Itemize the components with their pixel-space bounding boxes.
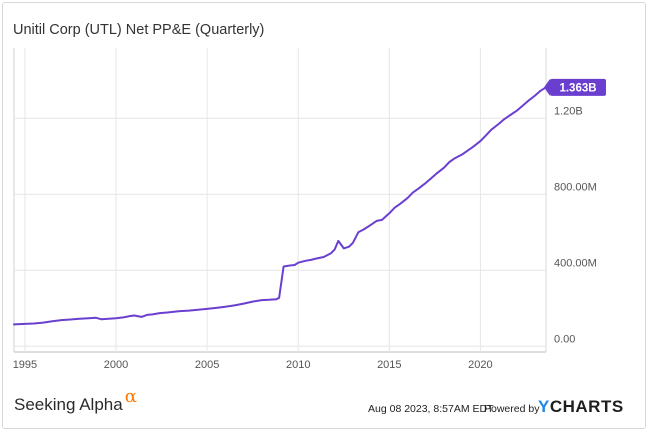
y-tick-label: 0.00 [554,333,575,345]
x-tick-label: 1995 [13,359,37,371]
timestamp: Aug 08 2023, 8:57AM EDT. [368,403,496,415]
y-tick-label: 400.00M [554,257,597,269]
x-tick-label: 2000 [104,359,128,371]
series-line-net-ppe [13,86,547,326]
seeking-alpha-logo: Seeking Alpha α [14,386,137,415]
marker-value: 1.363B [559,82,596,94]
chart-frame [2,2,646,429]
y-tick-label: 800.00M [554,181,597,193]
x-tick-label: 2015 [377,359,401,371]
ycharts-text: CHARTS [549,397,624,416]
seeking-alpha-text: Seeking Alpha [14,395,123,414]
y-axis: 0.00 400.00M 800.00M 1.20B [554,105,597,345]
last-value-marker: 1.363B [544,78,606,96]
marker-box [550,78,606,96]
x-tick-label: 2020 [468,359,492,371]
chart-title: Unitil Corp (UTL) Net PP&E (Quarterly) [13,22,265,38]
x-tick-label: 2005 [195,359,219,371]
marker-arrow [544,78,550,96]
ycharts-logo: YCHARTS [538,397,624,417]
powered-by-label: Powered by [484,403,540,415]
ycharts-y-icon: Y [538,397,550,416]
x-axis: 1995 2000 2005 2010 2015 2020 [13,359,493,371]
alpha-icon: α [124,386,137,407]
y-tick-label: 1.20B [554,105,583,117]
x-tick-label: 2010 [286,359,310,371]
grid-lines [13,48,547,353]
